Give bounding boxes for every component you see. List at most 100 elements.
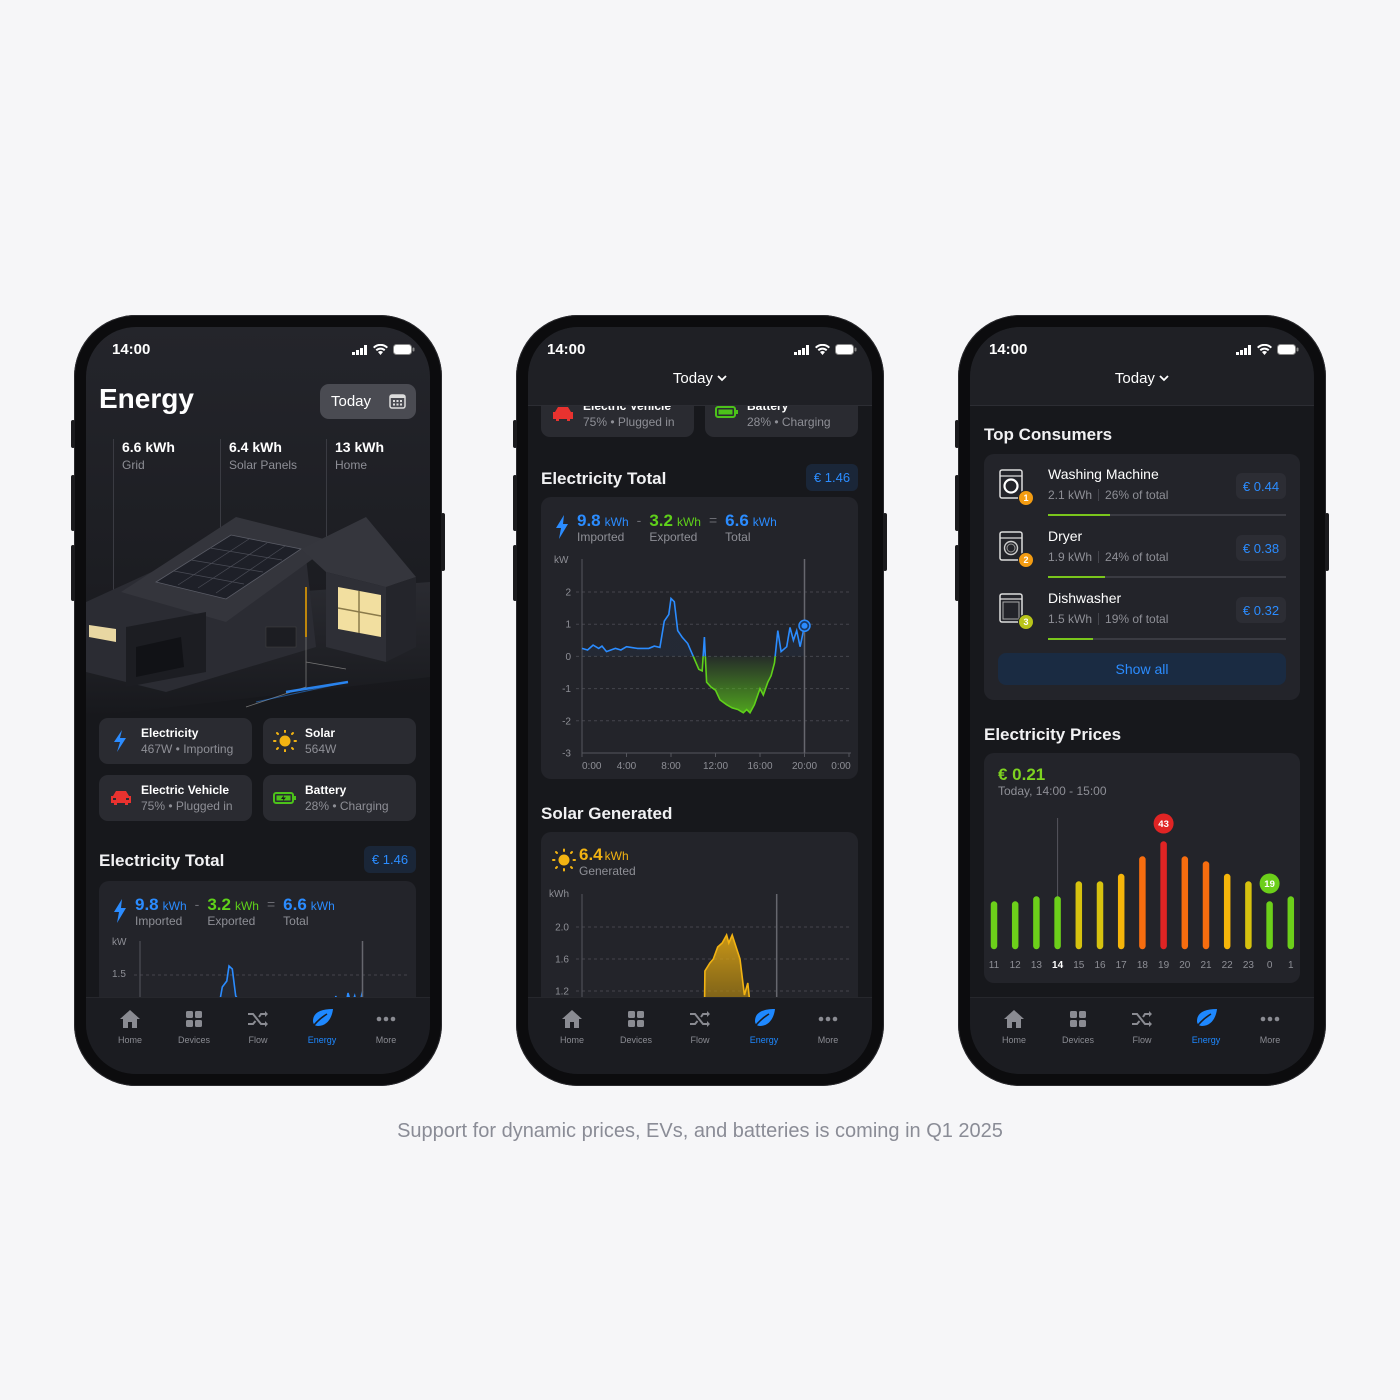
card-title: Solar: [305, 726, 336, 740]
exported-label: Exported: [207, 914, 256, 928]
card-title: Battery: [305, 783, 347, 797]
import-line: [581, 596, 806, 657]
nav-energy[interactable]: Energy: [732, 1008, 796, 1045]
shuffle-flow-icon: [1110, 1008, 1174, 1030]
x-tick-label: 4:00: [617, 761, 637, 772]
x-tick-label: 12:00: [703, 761, 728, 772]
consumer-row[interactable]: 1 Washing Machine 2.1 kWh 26% of total € …: [984, 454, 1300, 516]
status-time: 14:00: [547, 341, 586, 358]
nav-devices[interactable]: Devices: [162, 1008, 226, 1045]
show-all-button[interactable]: Show all: [998, 653, 1286, 685]
nav-label: Energy: [307, 1035, 337, 1045]
nav-flow[interactable]: Flow: [668, 1008, 732, 1045]
y-axis-unit: kWh: [549, 889, 569, 900]
hour-label: 14: [1052, 960, 1064, 971]
stat-value: 13 kWh: [335, 439, 385, 455]
nav-devices[interactable]: Devices: [604, 1008, 668, 1045]
card-subtitle: 28% • Charging: [747, 415, 831, 429]
rank-badge: 3: [1018, 614, 1034, 630]
hour-label: 22: [1222, 960, 1234, 971]
leaf-icon: [290, 1008, 354, 1030]
nav-label: Energy: [1191, 1035, 1221, 1045]
unit: kWh: [162, 899, 187, 913]
max-price-label: 43: [1158, 819, 1169, 830]
electricity-card[interactable]: Electricity 467W • Importing: [99, 718, 252, 764]
date-selector[interactable]: Today: [970, 370, 1314, 387]
nav-label: Home: [559, 1035, 584, 1045]
y-tick-label: 2: [565, 588, 571, 599]
nav-home[interactable]: Home: [982, 1008, 1046, 1045]
nav-label: Devices: [619, 1035, 652, 1045]
nav-home[interactable]: Home: [540, 1008, 604, 1045]
solar-card[interactable]: Solar 564W: [263, 718, 416, 764]
nav-home[interactable]: Home: [98, 1008, 162, 1045]
price-period: Today, 14:00 - 15:00: [998, 784, 1107, 798]
card-subtitle: 564W: [305, 742, 337, 756]
nav-more[interactable]: More: [354, 1008, 418, 1045]
unit: kWh: [604, 515, 629, 529]
battery-icon: [835, 344, 857, 355]
status-time: 14:00: [112, 341, 151, 358]
min-price-badge: [1259, 873, 1280, 894]
status-icons: [352, 344, 415, 355]
electric-vehicle-card[interactable]: Electric Vehicle 75% • Plugged in: [99, 775, 252, 821]
date-selector-label: Today: [672, 370, 713, 387]
nav-energy[interactable]: Energy: [290, 1008, 354, 1045]
consumer-row[interactable]: 2 Dryer 1.9 kWh 24% of total € 0.38: [984, 516, 1300, 578]
leaf-icon: [1174, 1008, 1238, 1030]
consumer-energy: 2.1 kWh: [1048, 488, 1093, 502]
hour-label: 18: [1137, 960, 1149, 971]
equals-sign: =: [708, 512, 718, 528]
consumer-share: 19% of total: [1105, 612, 1169, 626]
y-tick-label: 0: [565, 652, 571, 663]
card-subtitle: 467W • Importing: [141, 742, 234, 756]
bottom-nav: Home Devices Flow Energy More: [528, 997, 872, 1074]
home-icon: [540, 1008, 604, 1030]
nav-label: Home: [117, 1035, 142, 1045]
y-axis-unit: kW: [112, 937, 127, 948]
total-value: 6.6: [283, 895, 307, 914]
status-time: 14:00: [989, 341, 1028, 358]
leaf-icon: [732, 1008, 796, 1030]
date-selector[interactable]: Today: [528, 370, 872, 387]
minus-sign: -: [194, 896, 200, 912]
nav-flow[interactable]: Flow: [1110, 1008, 1174, 1045]
x-tick-label: 0:00: [831, 761, 851, 772]
x-tick-label: 16:00: [747, 761, 772, 772]
energy-summary: 9.8 kWh Imported - 3.2 kWh Exported = 6.6 kWh…: [113, 895, 335, 928]
sun-icon: [552, 848, 576, 872]
chevron-down-icon: [1159, 375, 1169, 382]
nav-more[interactable]: More: [1238, 1008, 1302, 1045]
nav-flow[interactable]: Flow: [226, 1008, 290, 1045]
caption: Support for dynamic prices, EVs, and bat…: [397, 1120, 1003, 1142]
date-picker-button[interactable]: Today: [320, 384, 416, 419]
battery-card[interactable]: Battery 28% • Charging: [263, 775, 416, 821]
dishwasher-icon: [998, 592, 1024, 629]
electricity-line-chart[interactable]: kW 2 1 0 -1 -2 -3 0:00 4:00 8:00 12:00 16:00 20:00 0:…: [541, 497, 858, 779]
y-tick-label: -2: [562, 716, 571, 727]
consumer-row[interactable]: 3 Dishwasher 1.5 kWh 19% of total € 0.32: [984, 578, 1300, 640]
devices-grid-icon: [604, 1008, 668, 1030]
hour-label: 19: [1158, 960, 1170, 971]
date-selector-label: Today: [1114, 370, 1155, 387]
prices-chart-card[interactable]: € 0.21 Today, 14:00 - 15:00 11 12 13 14 15 16…: [984, 753, 1300, 983]
nav-label: More: [817, 1035, 839, 1045]
hour-label: 0: [1267, 960, 1273, 971]
current-price: € 0.21: [998, 765, 1046, 784]
header: 14:00 Today: [970, 327, 1314, 406]
export-area: [582, 656, 805, 713]
max-price-badge: [1153, 813, 1174, 834]
electricity-chart-card[interactable]: 9.8 kWh Imported - 3.2 kWh Exported = 6.6 kWh…: [541, 497, 858, 779]
electricity-chart-card[interactable]: 9.8 kWh Imported - 3.2 kWh Exported = 6.6 kWh…: [99, 881, 416, 1011]
x-tick-label: 8:00: [661, 761, 681, 772]
electricity-preview-chart: [134, 941, 409, 1011]
y-tick-label: 1: [565, 620, 571, 631]
nav-energy[interactable]: Energy: [1174, 1008, 1238, 1045]
price-bar-chart[interactable]: 11 12 13 14 15 16 17 18 19 43 20 21 22 23 0 19 1: [984, 753, 1300, 983]
total-label: Total: [283, 914, 309, 928]
nav-devices[interactable]: Devices: [1046, 1008, 1110, 1045]
washing-machine-icon: [998, 468, 1024, 505]
rank-badge: 1: [1018, 490, 1034, 506]
nav-more[interactable]: More: [796, 1008, 860, 1045]
min-price-label: 19: [1264, 879, 1275, 890]
